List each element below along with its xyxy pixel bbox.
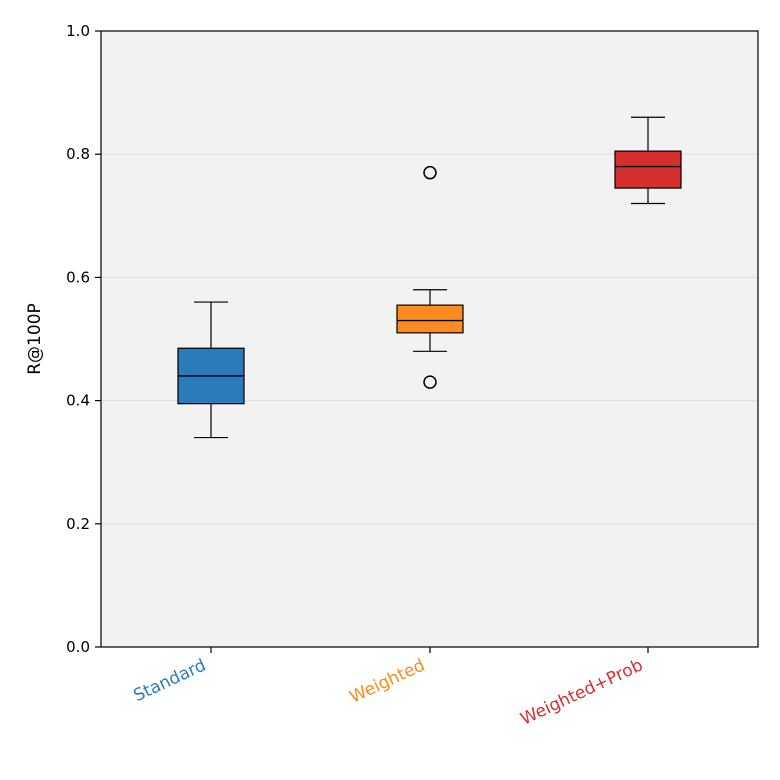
box-series <box>177 116 682 439</box>
y-tick-label: 0.0 <box>66 638 90 656</box>
y-tick-label: 1.0 <box>66 22 90 40</box>
x-tick-label: Weighted <box>347 655 428 707</box>
x-axis: Standard Weighted Weighted+Prob <box>131 647 649 730</box>
y-tick-label: 0.6 <box>66 268 90 286</box>
iqr-box <box>614 150 682 189</box>
x-tick-label: Standard <box>131 655 210 706</box>
outlier-point <box>423 375 437 389</box>
y-tick-label: 0.4 <box>66 392 90 410</box>
box-standard <box>177 301 245 439</box>
y-tick-label: 0.8 <box>66 145 90 163</box>
outlier-point <box>423 165 437 180</box>
y-axis: 0.0 0.2 0.4 0.6 0.8 1.0 <box>66 22 101 656</box>
box-weighted-prob <box>614 116 682 205</box>
iqr-box <box>396 304 464 334</box>
x-tick-label: Weighted+Prob <box>518 655 647 729</box>
y-axis-title: R@100P <box>25 303 45 375</box>
y-tick-label: 0.2 <box>66 515 90 533</box>
box-weighted <box>396 165 464 389</box>
